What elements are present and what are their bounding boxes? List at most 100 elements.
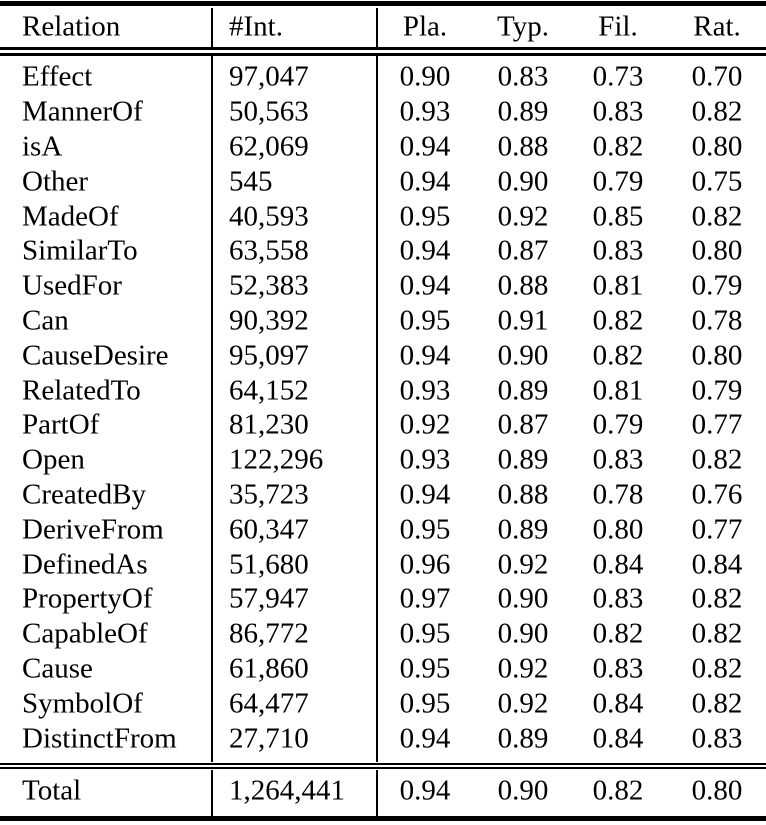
cell-pla: 0.92 [399,408,451,441]
cell-int: 61,860 [229,652,309,685]
header-fil: Fil. [598,10,638,42]
cell-int: 35,723 [229,478,309,511]
table-body: Effect 97,047 0.90 0.83 0.73 0.70 Manner… [0,60,766,756]
table-total-row: Total 1,264,441 0.94 0.90 0.82 0.80 [0,771,766,811]
cell-relation: CapableOf [22,617,148,650]
column-separator-1-header [211,8,213,47]
cell-rat: 0.82 [691,652,743,685]
cell-pla: 0.94 [399,130,451,163]
table-row: Other 545 0.94 0.90 0.79 0.75 [0,164,766,199]
cell-relation: MannerOf [22,95,143,128]
table-row: Effect 97,047 0.90 0.83 0.73 0.70 [0,60,766,95]
total-double-rule-1 [0,762,766,765]
cell-int: 97,047 [229,60,309,93]
cell-pla: 0.93 [399,95,451,128]
cell-int: 62,069 [229,130,309,163]
cell-rat: 0.77 [691,513,743,546]
cell-fil: 0.81 [592,269,644,302]
cell-relation: Can [22,304,69,337]
header-double-rule-1 [0,47,766,50]
total-rat: 0.80 [691,774,743,807]
cell-relation: MadeOf [22,200,119,233]
cell-pla: 0.94 [399,165,451,198]
cell-fil: 0.82 [592,130,644,163]
cell-fil: 0.73 [592,60,644,93]
cell-relation: CreatedBy [22,478,147,511]
cell-pla: 0.94 [399,234,451,267]
cell-pla: 0.95 [399,304,451,337]
header-int: #Int. [229,10,283,42]
table-header-row: Relation #Int. Pla. Typ. Fil. Rat. [0,6,766,47]
table-row: DefinedAs 51,680 0.96 0.92 0.84 0.84 [0,547,766,582]
cell-int: 40,593 [229,200,309,233]
cell-fil: 0.78 [592,478,644,511]
cell-pla: 0.94 [399,339,451,372]
total-label: Total [22,774,82,807]
cell-fil: 0.83 [592,234,644,267]
table-row: DeriveFrom 60,347 0.95 0.89 0.80 0.77 [0,512,766,547]
column-separator-1-body [211,56,213,762]
cell-pla: 0.94 [399,478,451,511]
cell-fil: 0.81 [592,374,644,407]
cell-rat: 0.82 [691,617,743,650]
table-row: CreatedBy 35,723 0.94 0.88 0.78 0.76 [0,478,766,513]
cell-typ: 0.88 [497,130,549,163]
cell-fil: 0.79 [592,165,644,198]
cell-int: 57,947 [229,582,309,615]
cell-rat: 0.80 [691,130,743,163]
cell-rat: 0.80 [691,339,743,372]
cell-relation: UsedFor [22,269,122,302]
table-row: SimilarTo 63,558 0.94 0.87 0.83 0.80 [0,234,766,269]
cell-int: 63,558 [229,234,309,267]
header-pla: Pla. [402,10,448,42]
cell-typ: 0.90 [497,617,549,650]
cell-rat: 0.77 [691,408,743,441]
header-double-rule-2 [0,53,766,56]
cell-pla: 0.94 [399,269,451,302]
header-typ: Typ. [497,10,549,42]
cell-pla: 0.97 [399,582,451,615]
cell-rat: 0.83 [691,722,743,755]
cell-relation: SymbolOf [22,687,143,720]
cell-fil: 0.82 [592,304,644,337]
cell-fil: 0.79 [592,408,644,441]
cell-fil: 0.83 [592,582,644,615]
column-separator-2-body [376,56,378,762]
cell-fil: 0.84 [592,722,644,755]
cell-relation: Cause [22,652,93,685]
cell-relation: CauseDesire [22,339,169,372]
cell-fil: 0.82 [592,339,644,372]
table-row: SymbolOf 64,477 0.95 0.92 0.84 0.82 [0,686,766,721]
cell-typ: 0.92 [497,548,549,581]
cell-typ: 0.92 [497,652,549,685]
cell-typ: 0.89 [497,374,549,407]
cell-int: 81,230 [229,408,309,441]
cell-int: 64,152 [229,374,309,407]
table-bottom-rule [0,816,766,821]
cell-typ: 0.90 [497,339,549,372]
cell-rat: 0.80 [691,234,743,267]
cell-int: 60,347 [229,513,309,546]
cell-int: 50,563 [229,95,309,128]
cell-rat: 0.82 [691,443,743,476]
cell-pla: 0.93 [399,374,451,407]
cell-relation: DefinedAs [22,548,148,581]
cell-typ: 0.88 [497,269,549,302]
cell-int: 95,097 [229,339,309,372]
total-fil: 0.82 [592,774,644,807]
cell-pla: 0.95 [399,687,451,720]
header-rat: Rat. [693,10,741,42]
cell-pla: 0.90 [399,60,451,93]
column-separator-2-header [376,8,378,47]
cell-relation: PartOf [22,408,100,441]
cell-int: 122,296 [229,443,324,476]
cell-pla: 0.93 [399,443,451,476]
table-row: Cause 61,860 0.95 0.92 0.83 0.82 [0,652,766,687]
cell-typ: 0.88 [497,478,549,511]
cell-fil: 0.83 [592,443,644,476]
table-row: DistinctFrom 27,710 0.94 0.89 0.84 0.83 [0,721,766,756]
table-row: isA 62,069 0.94 0.88 0.82 0.80 [0,130,766,165]
cell-fil: 0.83 [592,652,644,685]
cell-typ: 0.87 [497,234,549,267]
